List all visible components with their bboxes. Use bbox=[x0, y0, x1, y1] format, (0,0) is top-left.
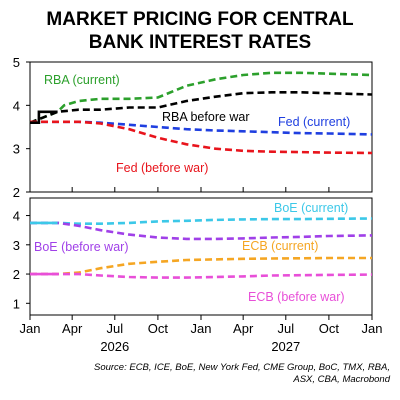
series-rba-before-war bbox=[29, 91, 373, 124]
top-panel-series bbox=[29, 71, 373, 155]
label-ecb-before: ECB (before war) bbox=[248, 290, 345, 304]
series-boe-before-war bbox=[30, 221, 373, 241]
xtick-label-0: Jan bbox=[20, 321, 41, 336]
history-top-0 bbox=[30, 110, 58, 124]
source-note: Source: ECB, ICE, BoE, New York Fed, CME… bbox=[40, 362, 390, 386]
source-line1: Source: ECB, ICE, BoE, New York Fed, CME… bbox=[93, 362, 390, 373]
label-boe-current: BoE (current) bbox=[274, 201, 348, 215]
xtick-label-7: Oct bbox=[319, 321, 340, 336]
year-label-1: 2027 bbox=[271, 339, 300, 354]
ytick-bottom-2: 2 bbox=[13, 267, 20, 282]
xtick-label-3: Oct bbox=[148, 321, 169, 336]
label-boe-before: BoE (before war) bbox=[34, 240, 128, 254]
label-rba-current: RBA (current) bbox=[44, 73, 120, 87]
label-fed-current: Fed (current) bbox=[278, 115, 350, 129]
xtick-label-6: Jul bbox=[277, 321, 294, 336]
x-axis: Jan Apr Jul Oct Jan Apr Jul Oct Jan 2026 2027 bbox=[20, 187, 383, 354]
ytick-top-4: 4 bbox=[13, 98, 20, 113]
xtick-label-8: Jan bbox=[362, 321, 383, 336]
ytick-bottom-3: 3 bbox=[13, 238, 20, 253]
label-ecb-current: ECB (current) bbox=[242, 239, 318, 253]
label-fed-before: Fed (before war) bbox=[116, 161, 208, 175]
label-rba-before: RBA before war bbox=[162, 110, 250, 124]
source-line2: ASX, CBA, Macrobond bbox=[293, 374, 390, 385]
top-panel-ticks: 5 4 3 2 bbox=[13, 55, 30, 200]
chart-title-line2: BANK INTEREST RATES bbox=[88, 32, 312, 53]
bottom-panel: 4 3 2 1 BoE (current) BoE (before war) ECB … bbox=[13, 197, 373, 316]
series-fed-before-war bbox=[30, 120, 373, 155]
year-label-0: 2026 bbox=[100, 339, 129, 354]
series-ecb-before-war bbox=[30, 272, 373, 279]
chart-title-line1: MARKET PRICING FOR CENTRAL bbox=[46, 9, 354, 30]
xtick-label-2: Jul bbox=[106, 321, 123, 336]
xtick-label-5: Apr bbox=[233, 321, 254, 336]
series-boe-current bbox=[30, 217, 373, 225]
ytick-top-2: 2 bbox=[13, 185, 20, 200]
ytick-bottom-1: 1 bbox=[13, 296, 20, 311]
top-panel: 5 4 3 2 RBA (current) RBA before war Fed (c… bbox=[13, 55, 373, 200]
xtick-label-1: Apr bbox=[62, 321, 83, 336]
xtick-label-4: Jan bbox=[191, 321, 212, 336]
series-rba-current bbox=[29, 71, 373, 124]
ytick-top-3: 3 bbox=[13, 142, 20, 157]
series-ecb-current bbox=[30, 256, 372, 276]
bottom-panel-series bbox=[30, 217, 373, 279]
chart-title: MARKET PRICING FOR CENTRAL BANK INTEREST… bbox=[0, 8, 400, 54]
bottom-panel-ticks: 4 3 2 1 bbox=[13, 209, 30, 311]
ytick-bottom-4: 4 bbox=[13, 209, 20, 224]
ytick-top-5: 5 bbox=[13, 55, 20, 70]
